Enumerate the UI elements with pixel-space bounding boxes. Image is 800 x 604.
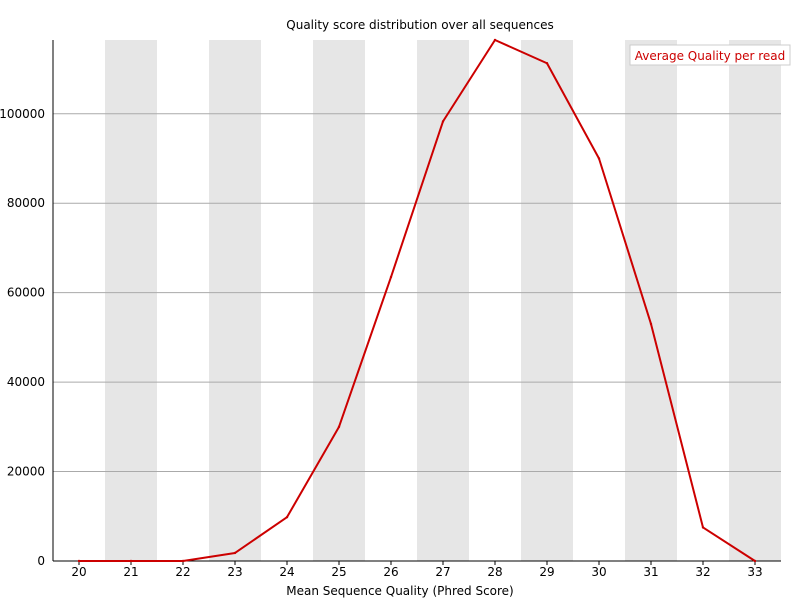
band-31 (625, 40, 677, 561)
x-tick-label: 25 (331, 565, 346, 579)
series-line-average-quality (79, 39, 756, 562)
x-tick-label: 28 (487, 565, 502, 579)
band-29 (521, 40, 573, 561)
band-23 (209, 40, 261, 561)
series-layer (77, 38, 757, 563)
gridlines (53, 113, 781, 473)
background-bands (105, 40, 781, 561)
data-point (493, 38, 497, 42)
x-tick-label: 20 (71, 565, 86, 579)
legend: Average Quality per read (629, 44, 791, 66)
x-tick-label: 26 (383, 565, 398, 579)
band-21 (105, 40, 157, 561)
data-point (233, 551, 237, 555)
axes: 0 20000 40000 60000 80000 100000 20 21 22 23 24 25 2… (0, 40, 781, 579)
band-25 (313, 40, 365, 561)
y-tick-label: 100000 (0, 107, 45, 121)
data-point (77, 559, 81, 563)
data-point (337, 425, 341, 429)
legend-box (629, 44, 791, 66)
data-point (285, 515, 289, 519)
y-tick-label: 20000 (7, 465, 45, 479)
data-point (701, 526, 705, 529)
y-tick-label: 0 (37, 554, 45, 568)
data-point (129, 559, 133, 563)
x-axis-label: Mean Sequence Quality (Phred Score) (286, 584, 514, 598)
x-tick-label: 29 (539, 565, 554, 579)
x-tick-label: 22 (175, 565, 190, 579)
data-point (649, 322, 653, 326)
x-tick-label: 33 (747, 565, 762, 579)
y-tick-label: 40000 (7, 375, 45, 389)
x-tick-label: 23 (227, 565, 242, 579)
data-point (753, 559, 757, 563)
y-tick-label: 80000 (7, 196, 45, 210)
chart-title: Quality score distribution over all sequ… (286, 18, 553, 32)
x-tick-label: 32 (695, 565, 710, 579)
x-tick-label: 27 (435, 565, 450, 579)
x-tick-label: 31 (643, 565, 658, 579)
data-point (389, 275, 393, 279)
x-tick-label: 24 (279, 565, 294, 579)
data-point (441, 120, 445, 123)
data-point (545, 62, 549, 65)
band-33 (729, 40, 781, 561)
data-point (181, 559, 185, 563)
x-tick-label: 21 (123, 565, 138, 579)
band-27 (417, 40, 469, 561)
y-tick-label: 60000 (7, 286, 45, 300)
legend-entry-average-quality: Average Quality per read (635, 49, 786, 63)
x-tick-label: 30 (591, 565, 606, 579)
data-point (597, 157, 601, 160)
